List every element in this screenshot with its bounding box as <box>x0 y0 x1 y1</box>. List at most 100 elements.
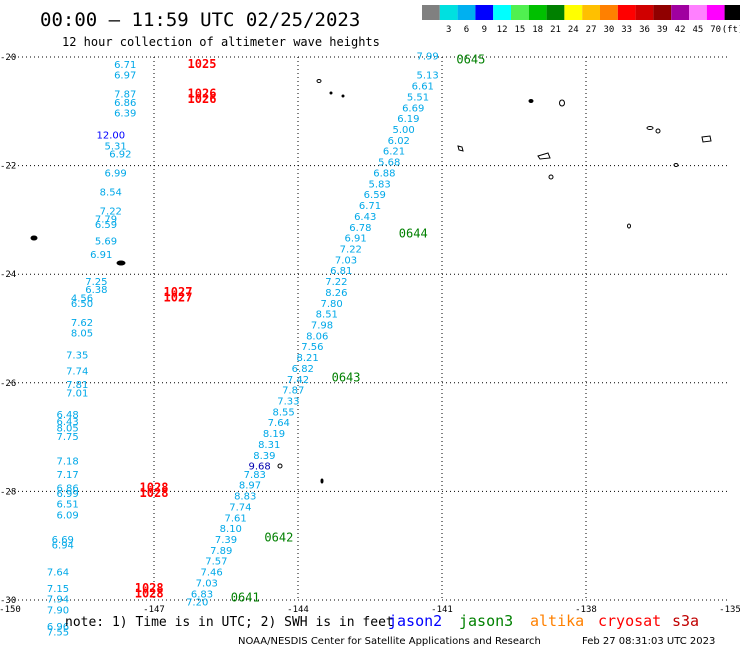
swh-value: 7.39 <box>215 535 237 546</box>
swh-value: 7.74 <box>66 367 88 378</box>
island-outline <box>627 223 631 229</box>
swh-value: 6.43 <box>354 212 376 223</box>
island-outlines <box>30 79 712 484</box>
swh-value: 6.51 <box>56 500 78 511</box>
legend-swatch <box>635 5 654 20</box>
swh-value: 7.64 <box>47 568 69 579</box>
swh-value: 8.05 <box>56 424 78 435</box>
legend-swatch <box>457 5 476 20</box>
legend-label: 70 <box>710 25 721 35</box>
swh-value: 5.51 <box>407 92 429 103</box>
legend-label: 21 <box>550 25 561 35</box>
swh-value: 6.83 <box>191 589 213 600</box>
swh-value: 5.31 <box>104 141 126 152</box>
lat-tick-label: -20 <box>0 53 16 63</box>
satellite-altika: altika <box>530 612 584 630</box>
swh-cluster: 6.716.977.876.866.3912.005.316.926.998.5… <box>47 60 136 638</box>
swh-value: 5.00 <box>392 125 414 136</box>
swh-value: 5.83 <box>368 179 390 190</box>
satellite-jason2: jason2 <box>388 612 442 630</box>
swh-value: 7.79 <box>95 215 117 226</box>
swh-value: 7.98 <box>311 321 333 332</box>
swh-value: 7.03 <box>196 578 218 589</box>
island-outline <box>277 463 283 469</box>
swh-value: 9.68 <box>248 462 270 473</box>
swh-value: 6.99 <box>56 489 78 500</box>
island-outline <box>316 79 322 83</box>
swh-value: 6.69 <box>402 103 424 114</box>
pass-time-label: 0641 <box>231 590 260 604</box>
pass-time-label: 1025 <box>188 57 217 71</box>
swh-value: 8.83 <box>234 492 256 503</box>
map-grid: -150 -147 -144 -141 -138 -135 -20 -22 -24 -26 -28 -… <box>0 53 740 615</box>
island-outline <box>341 94 345 98</box>
legend-swatch <box>528 5 547 20</box>
legend-swatch <box>493 5 511 20</box>
swh-value: 6.19 <box>397 114 419 125</box>
satellite-legend: jason2 jason3 altika cryosat s3a <box>388 612 699 630</box>
swh-value: 6.59 <box>95 220 117 231</box>
swh-value: 6.81 <box>330 266 352 277</box>
swh-value: 7.46 <box>200 568 222 579</box>
swh-value: 8.26 <box>325 288 347 299</box>
swh-value: 4.56 <box>71 293 93 304</box>
swh-value: 7.80 <box>320 299 342 310</box>
swh-value: 12.00 <box>96 130 125 141</box>
swh-value: 7.57 <box>205 557 227 568</box>
lat-tick-label: -24 <box>0 270 16 280</box>
pass-time-label: 1028 <box>140 486 169 500</box>
island-outline <box>548 174 554 180</box>
legend-label: 12 <box>497 25 508 35</box>
legend-label: 33 <box>621 25 632 35</box>
legend-label: 39 <box>657 25 668 35</box>
pass-time-label: 0645 <box>456 53 485 67</box>
pass-time-label: 0643 <box>332 370 361 384</box>
swh-value: 7.01 <box>66 388 88 399</box>
island-outline <box>457 145 464 152</box>
swh-value: 6.50 <box>71 299 93 310</box>
island-outline <box>116 260 126 266</box>
map-title: 00:00 – 11:59 UTC 02/25/2023 <box>40 9 360 31</box>
swh-value: 6.39 <box>114 109 136 120</box>
swh-value: 7.17 <box>56 470 78 481</box>
swh-value: 8.05 <box>71 329 93 340</box>
legend-label: 42 <box>675 25 686 35</box>
swh-value: 7.33 <box>277 397 299 408</box>
legend-label: 27 <box>586 25 597 35</box>
legend-label: 30 <box>603 25 614 35</box>
swh-value: 6.91 <box>90 250 112 261</box>
swh-value: 6.99 <box>104 168 126 179</box>
lon-tick-label: -150 <box>0 605 21 615</box>
swh-value: 7.90 <box>47 606 69 617</box>
swh-value: 7.62 <box>71 318 93 329</box>
island-outline <box>673 163 679 167</box>
swh-value: 7.22 <box>325 277 347 288</box>
pass-time-label: 1027 <box>164 290 193 304</box>
legend-swatch <box>582 5 600 20</box>
footer-timestamp: Feb 27 08:31:03 UTC 2023 <box>582 636 715 647</box>
swh-value: 6.97 <box>114 71 136 82</box>
legend-swatch <box>600 5 618 20</box>
swh-value: 7.22 <box>340 244 362 255</box>
lat-tick-label: -26 <box>0 379 16 389</box>
legend-label: 36 <box>639 25 650 35</box>
swh-value: 6.69 <box>52 535 74 546</box>
legend-label: 15 <box>514 25 525 35</box>
swh-value: 6.86 <box>56 483 78 494</box>
legend-swatch <box>653 5 672 20</box>
footer-center: NOAA/NESDIS Center for Satellite Applica… <box>238 636 541 647</box>
legend-label: 24 <box>568 25 579 35</box>
swh-value: 6.02 <box>388 136 410 147</box>
legend-swatch <box>564 5 583 20</box>
satellite-s3a: s3a <box>672 612 699 630</box>
swh-value: 6.92 <box>109 149 131 160</box>
swh-value: 7.03 <box>335 255 357 266</box>
island-outline <box>537 152 551 160</box>
swh-value: 8.54 <box>100 187 122 198</box>
swh-value: 6.71 <box>359 201 381 212</box>
footer-note: note: 1) Time is in UTC; 2) SWH is in fe… <box>65 615 394 630</box>
legend-label: 6 <box>464 25 469 35</box>
